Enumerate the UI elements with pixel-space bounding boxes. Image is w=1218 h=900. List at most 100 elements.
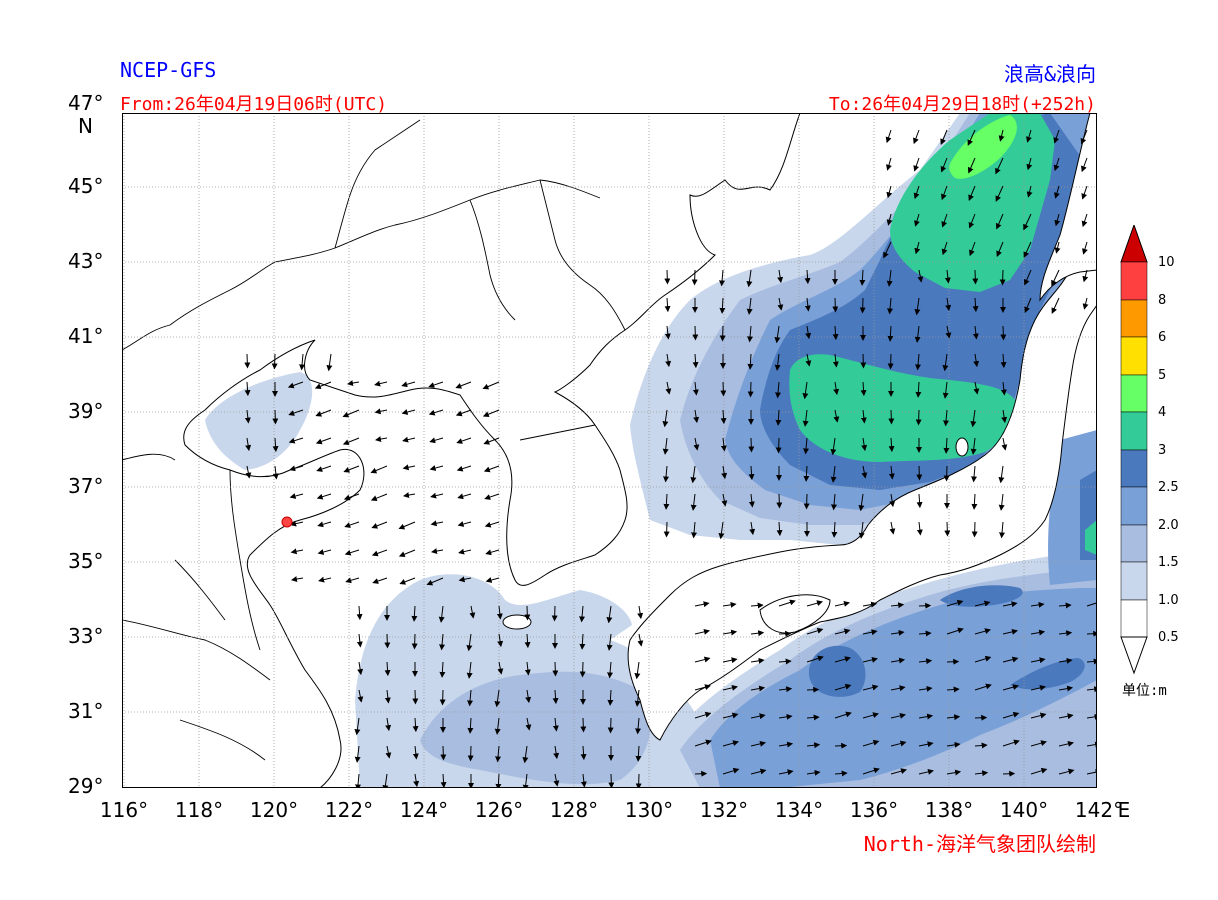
wave-arrow	[524, 661, 531, 676]
wave-arrow	[429, 465, 444, 471]
wave-arrow	[606, 633, 613, 651]
wave-arrow	[608, 773, 615, 788]
wave-arrow	[483, 437, 500, 445]
wave-arrow	[467, 745, 474, 762]
wave-arrow	[401, 381, 416, 388]
wave-arrow	[945, 297, 952, 312]
wave-arrow	[384, 661, 391, 677]
wave-arrow	[1030, 629, 1046, 636]
wave-arrow	[861, 465, 868, 479]
lat-label-45: 45°	[68, 174, 104, 198]
wave-arrow	[887, 353, 894, 370]
wave-arrow	[941, 241, 948, 256]
wave-arrow	[429, 437, 444, 444]
wave-arrow	[692, 381, 699, 396]
wave-arrow	[1086, 741, 1097, 748]
wave-arrow	[244, 381, 251, 397]
wave-arrow	[776, 521, 783, 537]
wave-arrow	[245, 465, 252, 479]
wave-arrow	[806, 627, 824, 635]
wave-arrow	[289, 493, 304, 499]
lon-label-126: 126°	[474, 798, 524, 822]
wave-arrow	[888, 437, 895, 453]
wave-arrow	[580, 745, 587, 761]
wave-arrow	[691, 521, 698, 539]
wave-arrow	[802, 409, 809, 427]
wave-arrow	[1058, 713, 1074, 720]
legend-bottom-extend	[1120, 636, 1148, 675]
wave-arrow	[552, 689, 559, 705]
wave-height-contours	[205, 113, 1097, 788]
wave-arrow	[456, 465, 472, 472]
wave-arrow	[973, 353, 980, 368]
wave-arrow	[916, 521, 923, 536]
wave-arrow	[888, 465, 895, 480]
wave-arrow	[1058, 740, 1074, 747]
wave-arrow	[317, 521, 332, 528]
wave-arrow	[607, 689, 614, 706]
wave-arrow	[385, 745, 392, 759]
wave-arrow	[996, 241, 1004, 258]
legend-label-5: 5	[1158, 368, 1167, 383]
wave-arrow	[440, 773, 447, 788]
wave-arrow	[245, 437, 252, 452]
wave-arrow	[458, 576, 472, 583]
wave-arrow	[663, 521, 670, 538]
wave-arrow	[1054, 185, 1060, 199]
wave-arrow	[290, 548, 304, 555]
wave-arrow	[747, 325, 754, 343]
wave-arrow	[1026, 185, 1033, 198]
wave-arrow	[748, 493, 755, 508]
wave-arrow	[428, 409, 444, 416]
wave-arrow	[525, 717, 532, 731]
wave-arrow	[1001, 409, 1008, 424]
wave-arrow	[637, 633, 644, 647]
wave-arrow	[971, 521, 978, 538]
wave-arrow	[1082, 241, 1088, 255]
wave-arrow	[970, 437, 977, 455]
wave-arrow	[830, 465, 837, 483]
wave-arrow	[806, 655, 824, 663]
wave-arrow	[1086, 713, 1097, 720]
wave-arrow	[1086, 769, 1097, 776]
wave-arrow	[385, 717, 392, 732]
wave-arrow	[1026, 129, 1032, 143]
wave-arrow	[890, 712, 906, 719]
wave-arrow	[806, 742, 821, 749]
wave-arrow	[272, 465, 279, 480]
wave-arrow	[971, 465, 978, 483]
wave-arrow	[832, 325, 839, 341]
wave-arrow	[834, 683, 852, 691]
wave-arrow	[915, 381, 922, 398]
wave-arrow	[398, 521, 416, 530]
wave-arrow	[314, 381, 332, 390]
wave-arrow	[664, 269, 671, 285]
legend-label-3: 3	[1158, 443, 1167, 458]
wave-arrow	[720, 409, 727, 425]
wave-arrow	[914, 297, 921, 316]
wave-arrow	[916, 465, 923, 481]
wave-arrow	[497, 661, 504, 675]
wave-arrow	[315, 409, 332, 417]
wave-arrow	[805, 325, 812, 340]
wave-arrow	[946, 686, 960, 693]
wave-arrow	[974, 628, 991, 635]
wave-arrow	[694, 684, 711, 691]
wave-arrow	[974, 600, 991, 607]
wave-arrow	[806, 769, 821, 776]
wave-arrow	[722, 657, 738, 664]
wave-arrow	[722, 629, 738, 636]
wave-arrow	[580, 717, 587, 733]
wave-arrow	[1030, 712, 1047, 719]
wave-arrow	[664, 297, 671, 313]
legend-swatch-2-2.5	[1120, 486, 1148, 526]
map-area	[122, 113, 1097, 788]
wave-arrow	[356, 633, 363, 648]
wave-arrow	[524, 605, 531, 621]
wave-arrow	[318, 576, 332, 583]
wave-arrow	[375, 436, 388, 443]
wave-arrow	[1058, 602, 1072, 609]
wave-arrow	[1080, 129, 1088, 145]
wave-arrow	[467, 689, 474, 707]
